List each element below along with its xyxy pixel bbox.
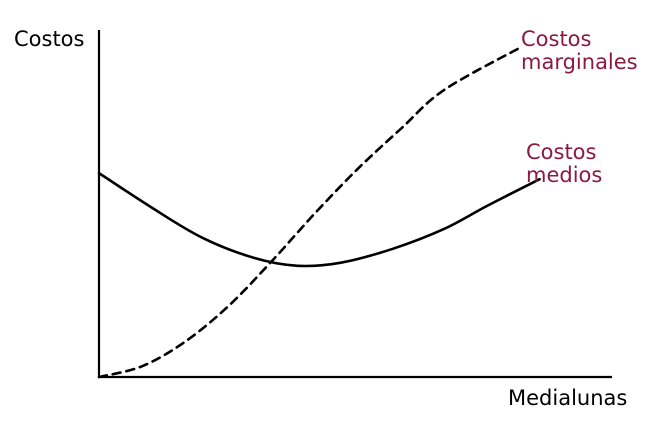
- average-cost-label: Costos medios: [526, 140, 603, 187]
- average-cost-label-line1: Costos: [526, 140, 596, 164]
- marginal-cost-label: Costos marginales: [521, 27, 638, 74]
- marginal-cost-label-line2: marginales: [521, 50, 638, 74]
- y-axis-label: Costos: [14, 27, 84, 51]
- series-layer: [97, 45, 541, 379]
- marginal-cost-label-line1: Costos: [521, 27, 591, 51]
- marginal-cost-curve: [97, 45, 524, 379]
- x-axis-label: Medialunas: [508, 386, 627, 410]
- average-cost-curve: [97, 171, 541, 268]
- average-cost-label-line2: medios: [526, 163, 602, 187]
